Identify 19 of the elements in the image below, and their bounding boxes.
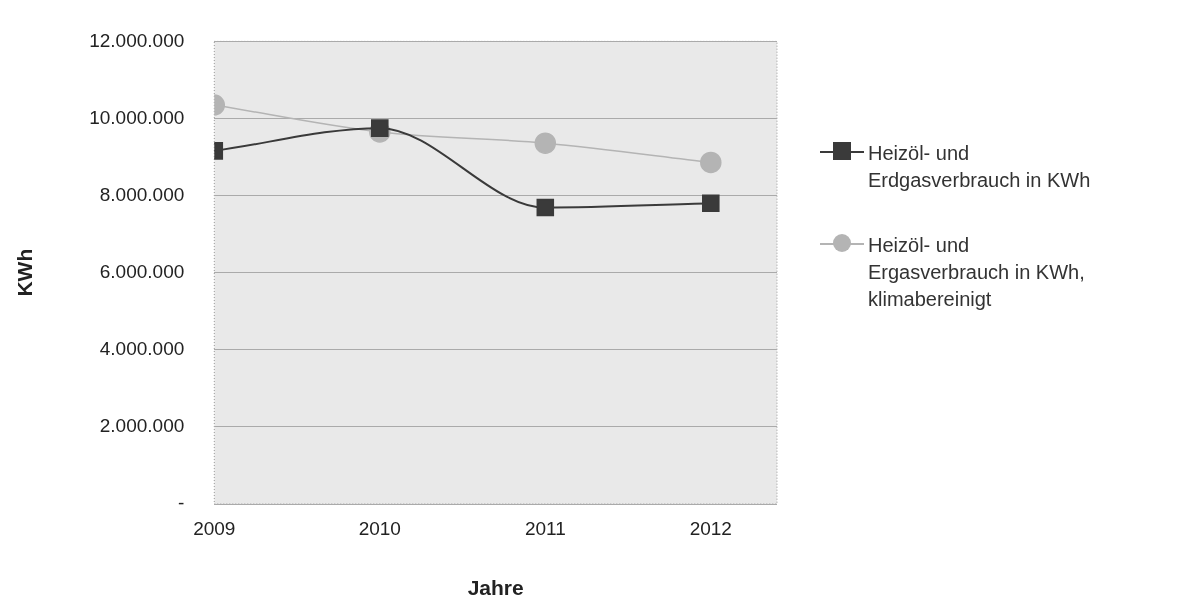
y-tick-label: 8.000.000 <box>99 183 185 205</box>
x-axis-title: Jahre <box>467 576 524 600</box>
y-tick-label: - <box>177 492 185 514</box>
point <box>534 132 557 154</box>
x-tick-label: 2009 <box>193 517 236 539</box>
y-tick-label: 4.000.000 <box>99 338 185 360</box>
x-tick-label: 2011 <box>524 517 566 539</box>
y-tick-label: 10.000.000 <box>89 106 185 128</box>
point <box>536 198 555 217</box>
y-axis-title: KWh <box>13 248 37 297</box>
y-tick-label: 2.000.000 <box>99 415 185 437</box>
y-tick-label: 6.000.000 <box>99 260 185 282</box>
point <box>702 194 720 213</box>
point <box>700 151 722 174</box>
x-tick-label: 2012 <box>689 517 732 539</box>
legend-label: Heizöl- und Ergasverbrauch in KWh, klimabereinigt <box>868 233 1086 312</box>
x-tick-label: 2010 <box>358 517 401 539</box>
y-tick-label: 12.000.000 <box>89 29 185 51</box>
legend-label: Heizöl- und Erdgasverbrauch in KWh <box>868 141 1092 193</box>
